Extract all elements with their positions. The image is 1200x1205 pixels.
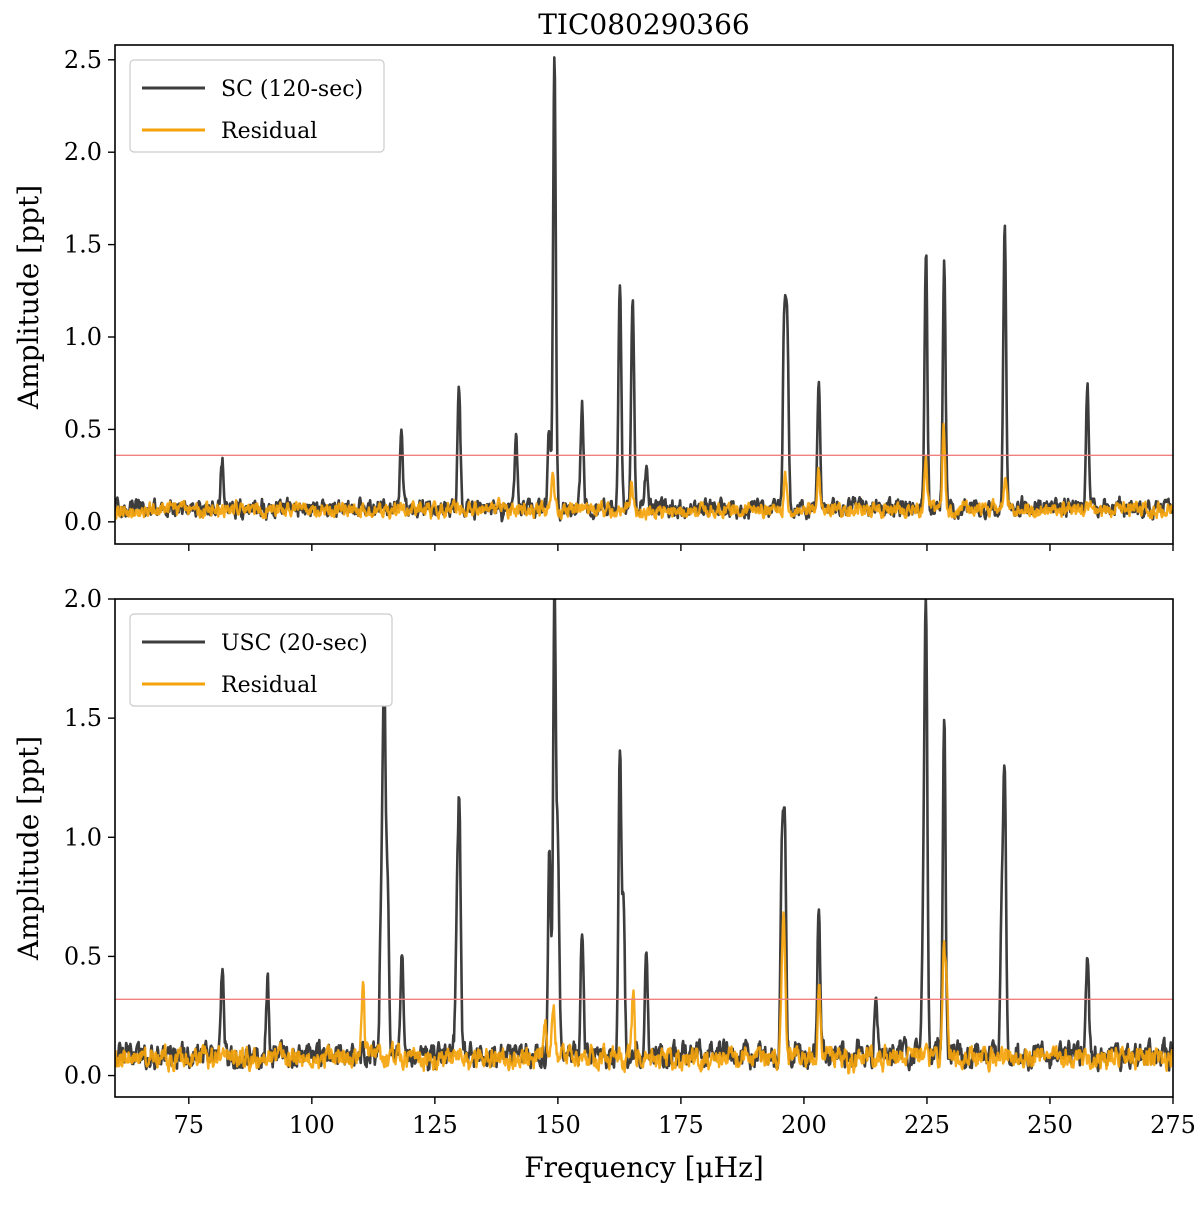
y-tick-label: 2.5	[64, 46, 102, 74]
legend-label: Residual	[221, 119, 317, 144]
y-tick-label: 1.0	[64, 323, 102, 351]
legend-label: USC (20-sec)	[221, 631, 368, 656]
x-tick-label: 275	[1150, 1111, 1196, 1139]
bottom-series-main-line	[115, 599, 1173, 1073]
figure-title: TIC080290366	[538, 8, 750, 41]
x-axis-label: Frequency [μHz]	[524, 1151, 764, 1184]
top-legend: SC (120-sec) Residual	[129, 59, 385, 153]
top-panel: 0.00.51.01.52.02.5 SC (120-sec)Residual …	[12, 44, 1174, 551]
axes-frame	[114, 598, 1174, 1098]
y-tick-label: 0.5	[64, 942, 102, 970]
top-series-residual-line	[115, 422, 1173, 521]
y-tick-label: 0.0	[64, 1062, 102, 1090]
x-tick-label: 200	[781, 1111, 827, 1139]
x-tick-label: 225	[904, 1111, 950, 1139]
bottom-legend: USC (20-sec) Residual	[129, 613, 393, 707]
bottom-plot-area: 75 100 125 150 175 200 225 250 275 0.0 0.5 1.0 1.5 2.…	[64, 585, 1196, 1139]
y-tick-label: 2.0	[64, 138, 102, 166]
y-tick-label: 1.5	[64, 231, 102, 259]
top-y-axis-label: Amplitude [ppt]	[12, 185, 45, 410]
x-tick-label: 100	[289, 1111, 335, 1139]
bottom-series-residual-line	[115, 911, 1173, 1075]
x-tick-label: 175	[658, 1111, 704, 1139]
x-tick-label: 250	[1027, 1111, 1073, 1139]
top-plot-area: 0.0 0.5 1.0 1.5 2.0 2.5	[64, 44, 1174, 551]
bottom-y-axis-label: Amplitude [ppt]	[12, 736, 45, 961]
legend-label: SC (120-sec)	[221, 77, 363, 102]
x-tick-label: 75	[174, 1111, 205, 1139]
bottom-panel: 75 100 125 150 175 200 225 250 275 0.0 0.5 1.0 1.5 2.…	[12, 585, 1196, 1139]
y-tick-label: 2.0	[64, 585, 102, 613]
legend-label: Residual	[221, 673, 317, 698]
y-tick-label: 0.5	[64, 415, 102, 443]
y-tick-label: 0.0	[64, 508, 102, 536]
x-tick-label: 150	[535, 1111, 581, 1139]
y-tick-label: 1.0	[64, 823, 102, 851]
x-tick-label: 125	[412, 1111, 458, 1139]
axes-frame	[114, 44, 1174, 545]
y-tick-label: 1.5	[64, 704, 102, 732]
